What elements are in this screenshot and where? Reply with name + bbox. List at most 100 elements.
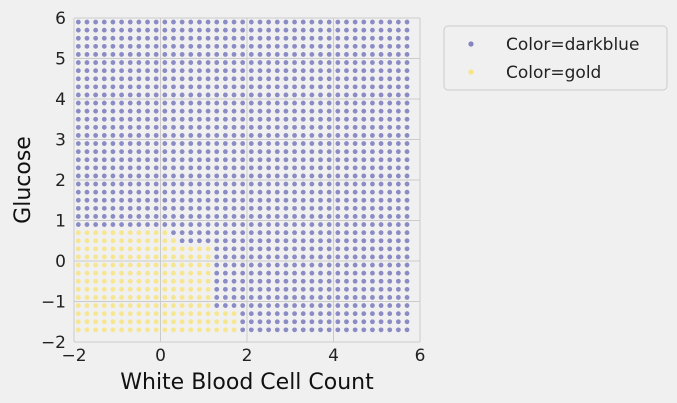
gold-point [153,278,159,284]
darkblue-point [300,124,306,130]
darkblue-point [197,157,202,163]
darkblue-point [171,76,176,82]
darkblue-point [188,189,194,195]
darkblue-point [352,60,358,65]
darkblue-point [318,165,323,171]
darkblue-point [119,124,124,130]
darkblue-point [274,181,280,187]
darkblue-point [197,230,202,236]
darkblue-point [292,286,297,292]
darkblue-point [395,52,401,57]
gold-point [127,246,133,252]
darkblue-point [257,295,263,300]
darkblue-point [335,311,341,317]
darkblue-point [309,230,315,236]
darkblue-point [205,68,211,74]
gold-point [145,295,150,300]
darkblue-point [352,27,358,33]
darkblue-point [136,124,142,130]
darkblue-point [136,197,142,203]
gold-point [75,246,81,252]
darkblue-point [231,133,237,138]
darkblue-point [274,35,280,41]
darkblue-point [326,76,332,82]
darkblue-point [240,205,246,211]
darkblue-point [266,327,272,333]
darkblue-point [127,116,133,122]
darkblue-point [395,246,401,252]
darkblue-point [110,173,116,179]
darkblue-point [395,43,401,49]
darkblue-point [248,230,254,236]
darkblue-point [283,238,289,244]
darkblue-point [387,303,393,308]
darkblue-point [309,157,315,163]
gold-point [145,254,150,260]
darkblue-point [395,205,401,211]
darkblue-point [352,222,358,227]
darkblue-point [75,19,81,25]
darkblue-point [119,68,124,74]
darkblue-point [283,230,289,236]
darkblue-point [326,52,332,57]
darkblue-point [248,214,254,219]
darkblue-point [84,35,90,41]
darkblue-point [127,43,133,49]
darkblue-point [231,124,237,130]
darkblue-point [309,60,315,65]
darkblue-point [395,149,401,155]
darkblue-point [240,319,246,325]
darkblue-point [197,214,202,219]
darkblue-point [274,116,280,122]
gold-point [153,262,159,268]
darkblue-point [110,214,116,219]
darkblue-point [214,286,220,292]
darkblue-point [335,327,341,333]
darkblue-point [214,149,220,155]
darkblue-point [240,124,246,130]
darkblue-point [361,230,367,236]
darkblue-point [110,133,116,138]
darkblue-point [378,60,384,65]
darkblue-point [344,141,349,146]
darkblue-point [127,133,133,138]
darkblue-point [153,165,159,171]
legend-label-darkblue: Color=darkblue [506,35,639,55]
darkblue-point [370,116,375,122]
gold-point [153,254,159,260]
darkblue-point [101,84,107,90]
darkblue-point [248,149,254,155]
darkblue-point [335,52,341,57]
darkblue-point [240,246,246,252]
darkblue-point [145,149,150,155]
darkblue-point [75,149,81,155]
darkblue-point [248,52,254,57]
darkblue-point [370,254,375,260]
darkblue-point [127,19,133,25]
darkblue-point [370,319,375,325]
darkblue-point [309,278,315,284]
darkblue-point [318,157,323,163]
darkblue-point [248,76,254,82]
gold-point [84,319,90,325]
darkblue-point [352,108,358,114]
darkblue-point [231,35,237,41]
darkblue-point [309,286,315,292]
darkblue-point [283,141,289,146]
gold-point [110,286,116,292]
gold-point [162,327,168,333]
darkblue-point [395,303,401,308]
darkblue-point [119,84,124,90]
darkblue-point [370,100,375,106]
darkblue-point [248,157,254,163]
darkblue-point [283,133,289,138]
darkblue-point [248,60,254,65]
darkblue-point [75,84,81,90]
darkblue-point [309,311,315,317]
darkblue-point [257,108,263,114]
darkblue-point [292,52,297,57]
gold-point [119,278,124,284]
darkblue-point [136,35,142,41]
darkblue-point [352,303,358,308]
darkblue-point [162,133,168,138]
